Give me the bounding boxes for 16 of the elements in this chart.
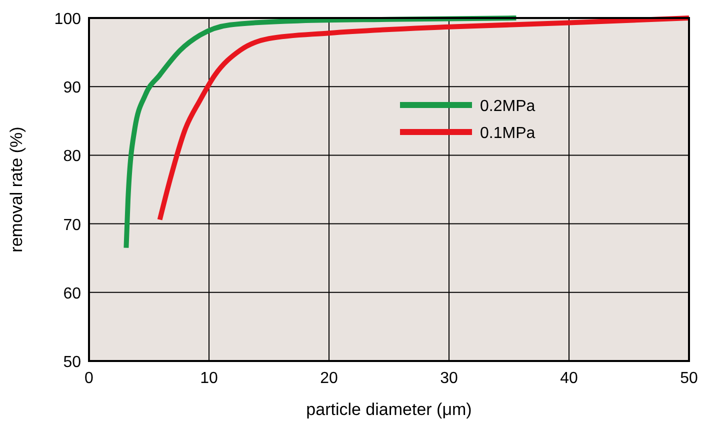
x-tick-label: 10 <box>200 370 218 387</box>
legend-label: 0.2MPa <box>480 98 536 115</box>
y-tick-label: 80 <box>63 148 82 166</box>
y-tick-label: 90 <box>63 80 82 97</box>
x-axis-title: particle diameter (μm) <box>306 400 472 419</box>
x-tick-label: 20 <box>320 370 338 387</box>
y-tick-label: 60 <box>63 285 82 302</box>
y-tick-label: 50 <box>63 354 82 371</box>
x-tick-label: 30 <box>440 370 458 387</box>
y-tick-label: 70 <box>63 216 82 234</box>
x-tick-label: 50 <box>680 370 698 387</box>
y-axis-title: removal rate (%) <box>7 126 26 252</box>
x-tick-label: 0 <box>84 370 94 387</box>
y-tick-label: 100 <box>54 11 82 28</box>
legend-label: 0.1MPa <box>480 125 536 142</box>
x-tick-label: 40 <box>560 370 578 387</box>
